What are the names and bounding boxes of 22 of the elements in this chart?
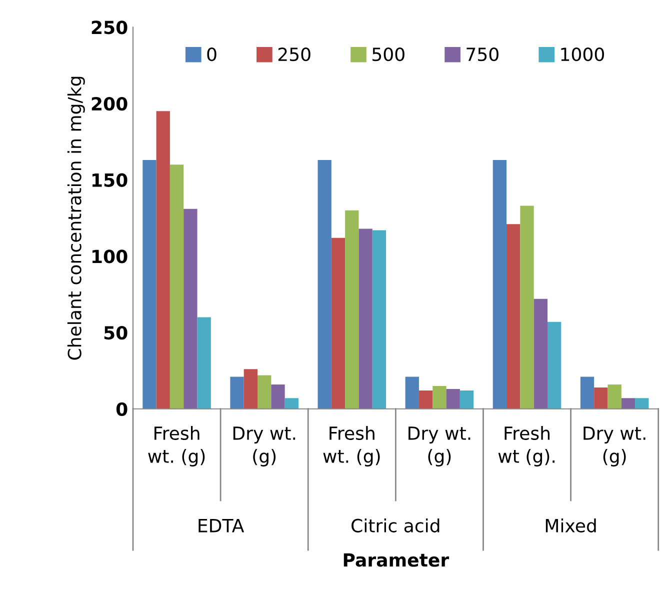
x-tick-label: Dry wt. (g): [408, 426, 470, 466]
x-tick-label: Dry wt. (g): [584, 426, 646, 466]
y-tick-label: 100: [92, 250, 128, 264]
legend-label: 250: [278, 48, 310, 62]
legend-label: 1000: [561, 48, 604, 62]
x-tick-label: Dry wt. (g): [233, 426, 296, 466]
x-tick-label: Fresh wt. (g): [148, 426, 205, 466]
legend-label: 750: [466, 48, 498, 62]
y-tick-label: 50: [104, 326, 128, 340]
text: EDTA: [198, 519, 244, 532]
x-tick-label: Fresh wt. (g): [323, 426, 380, 466]
text: Mixed: [546, 518, 596, 532]
legend-label: 500: [372, 48, 404, 62]
y-axis-title: Chelant concentration in mg/kg: [67, 76, 85, 360]
y-tick-label: 150: [92, 173, 128, 187]
text: Citric acid: [352, 518, 440, 532]
x-axis-title: Parameter: [344, 553, 450, 567]
y-tick-label: 250: [92, 20, 128, 34]
y-tick-label: 200: [92, 96, 128, 111]
x-tick-label: Fresh wt (g).: [498, 426, 555, 466]
legend-label: 0: [207, 48, 216, 62]
y-tick-label: 0: [116, 402, 128, 416]
